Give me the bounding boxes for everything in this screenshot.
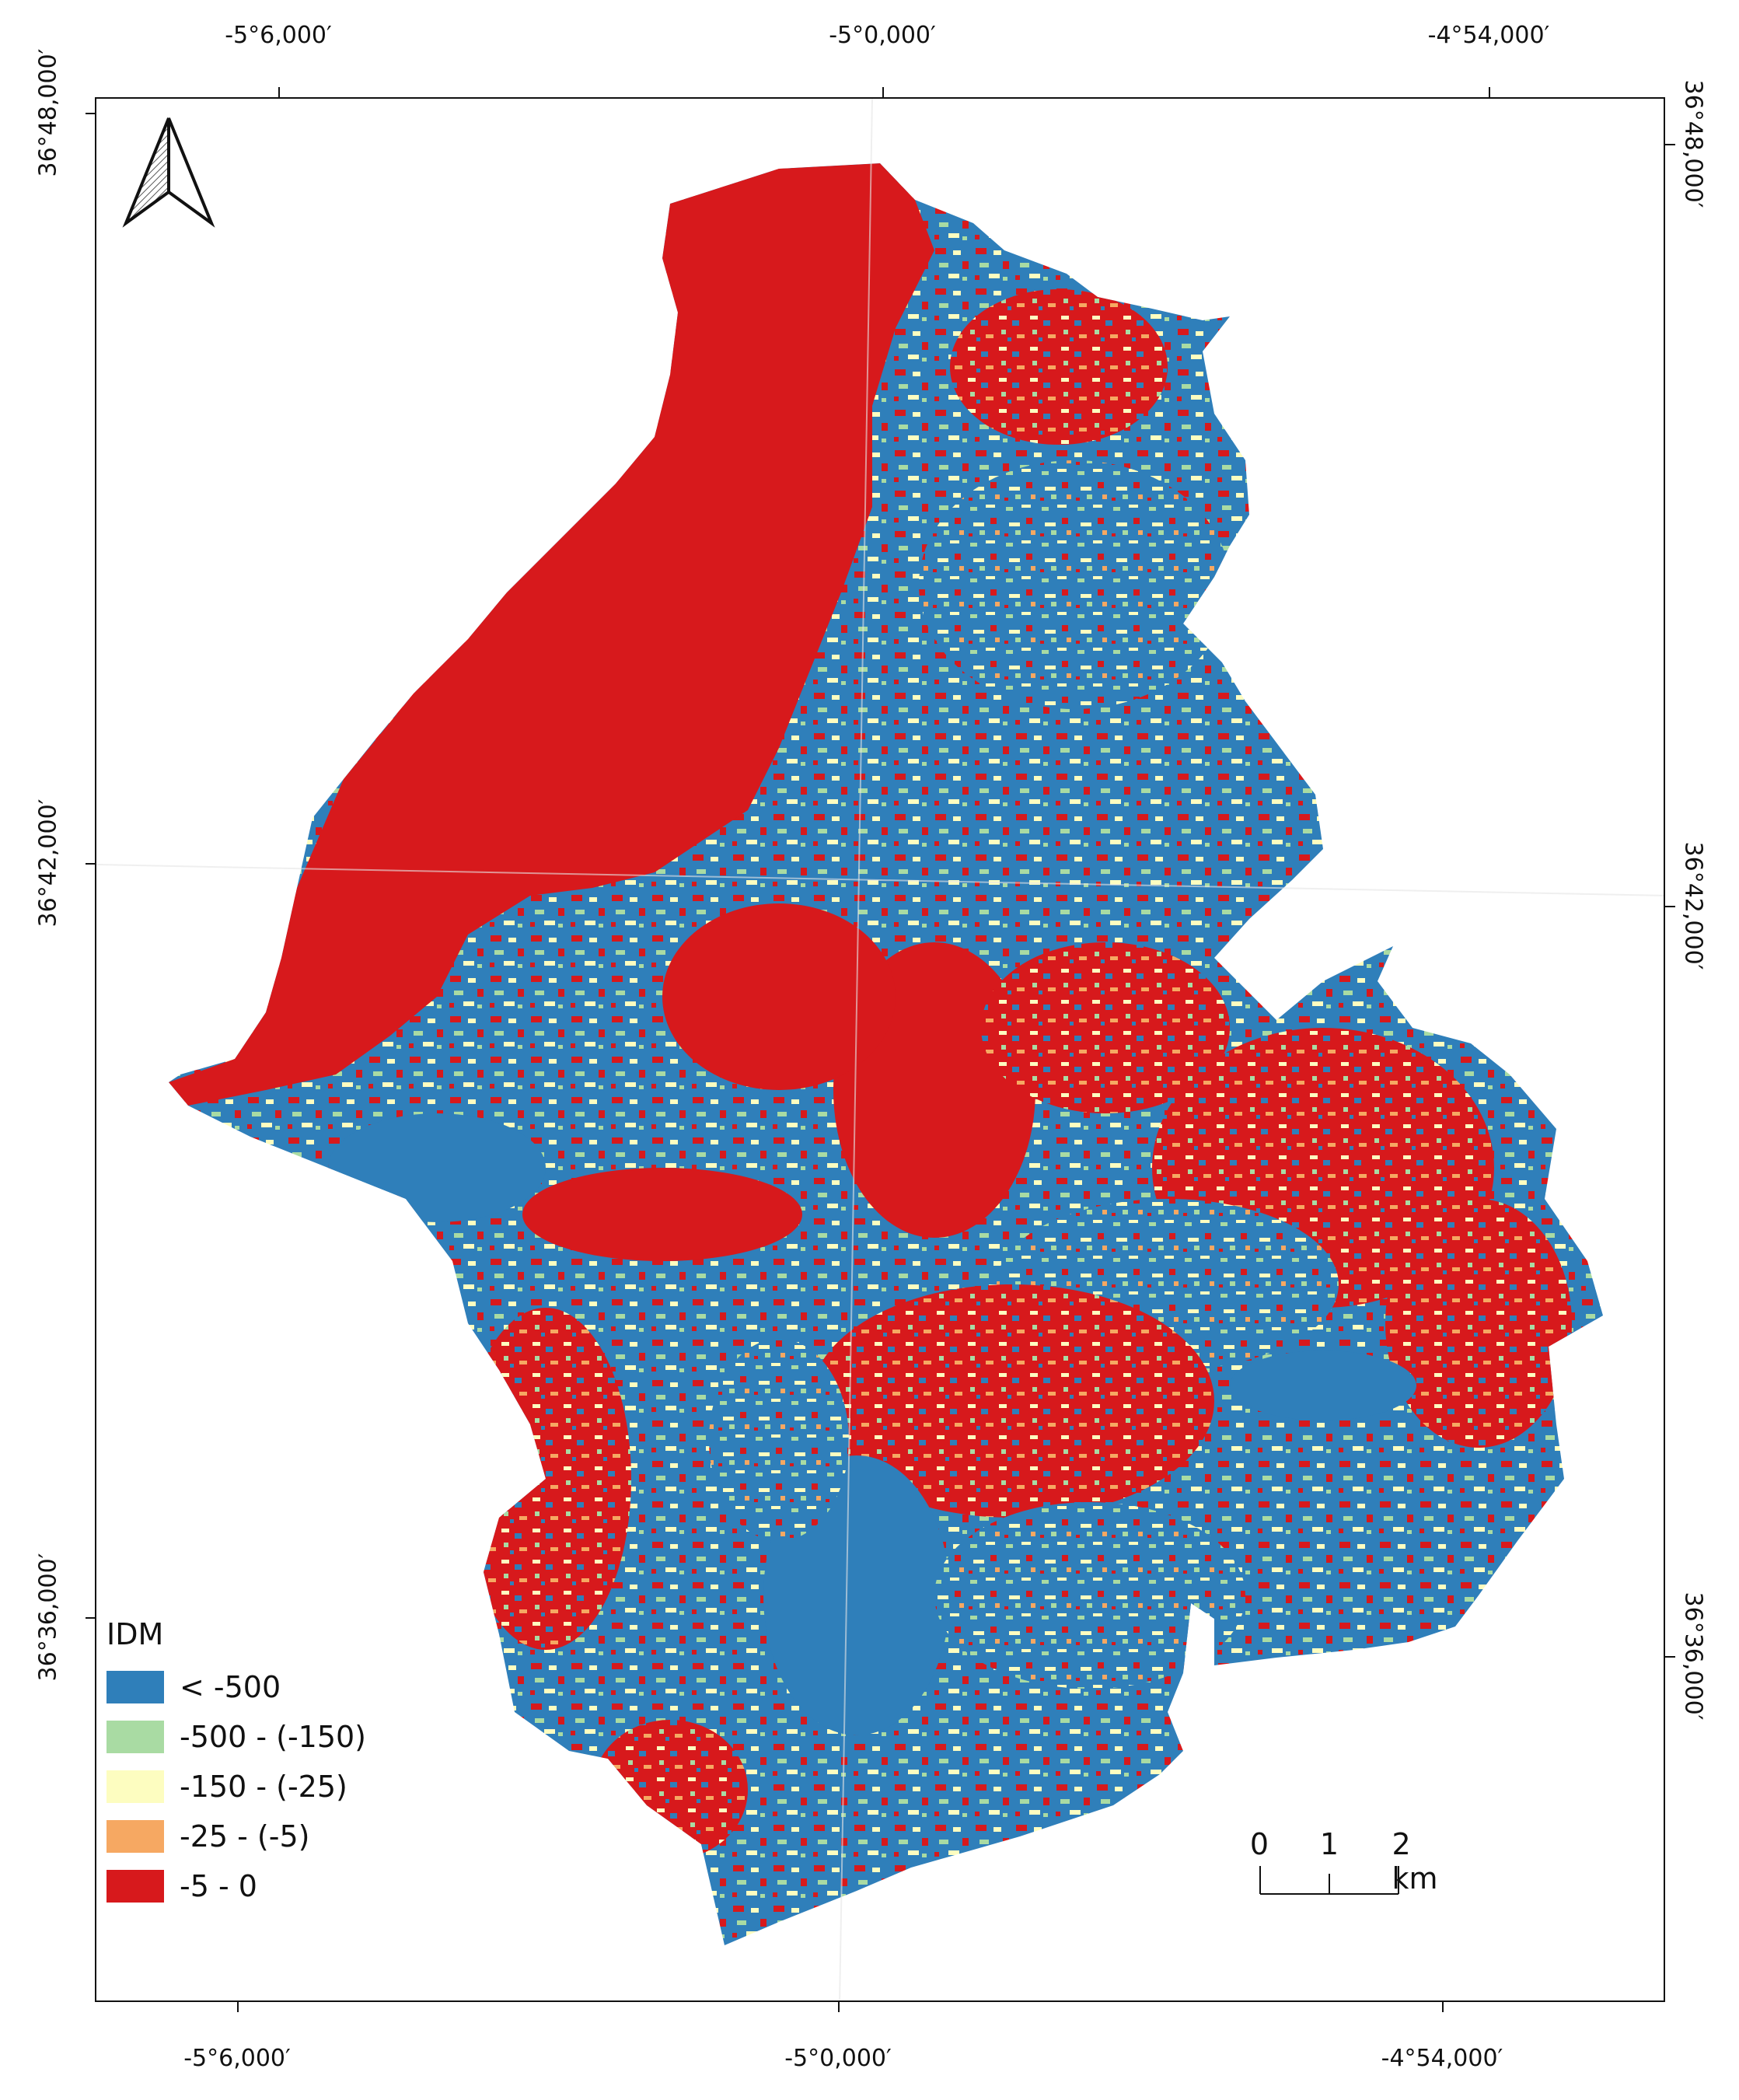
legend-title: IDM (107, 1617, 164, 1651)
scale-label-2: 2 km (1392, 1827, 1438, 1896)
legend: IDM < -500 -500 - (-150) -150 - (-25) -2… (107, 1617, 366, 1911)
bottom-tick-label-2: -5°0,000′ (784, 2045, 892, 2072)
legend-item: < -500 (107, 1662, 366, 1712)
tick-mark (1489, 87, 1490, 97)
tick-mark (838, 2002, 840, 2012)
legend-swatch (107, 1820, 164, 1853)
legend-label: -5 - 0 (180, 1869, 257, 1903)
top-tick-label-1: -5°6,000′ (225, 22, 332, 49)
tick-mark (86, 113, 96, 114)
tick-mark (86, 863, 96, 865)
legend-label: -25 - (-5) (180, 1819, 310, 1854)
top-tick-label-2: -5°0,000′ (829, 22, 936, 49)
right-tick-label-2: 36°42,000′ (1679, 841, 1707, 970)
map-frame (95, 97, 1665, 2002)
north-arrow-icon (122, 117, 215, 228)
tick-mark (882, 87, 884, 97)
tick-mark (1665, 1656, 1675, 1658)
idm-raster-map (96, 99, 1664, 2000)
scale-bar-line (1259, 1866, 1399, 1895)
left-tick-label-1: 36°48,000′ (34, 48, 62, 177)
legend-label: -150 - (-25) (180, 1770, 347, 1804)
left-tick-label-3: 36°36,000′ (34, 1553, 62, 1682)
right-tick-label-3: 36°36,000′ (1679, 1592, 1707, 1721)
scale-label-0: 0 (1249, 1827, 1269, 1861)
bottom-tick-label-3: -4°54,000′ (1381, 2045, 1503, 2072)
tick-mark (237, 2002, 239, 2012)
left-tick-label-2: 36°42,000′ (34, 798, 62, 928)
tick-mark (1442, 2002, 1444, 2012)
legend-swatch (107, 1770, 164, 1803)
scale-bar: 0 1 2 km (1250, 1827, 1438, 1897)
tick-mark (86, 1617, 96, 1619)
legend-label: -500 - (-150) (180, 1720, 367, 1754)
legend-item: -500 - (-150) (107, 1712, 366, 1762)
legend-item: -25 - (-5) (107, 1812, 366, 1861)
right-tick-label-1: 36°48,000′ (1679, 79, 1707, 208)
legend-item: -5 - 0 (107, 1861, 366, 1911)
bottom-tick-label-1: -5°6,000′ (183, 2045, 291, 2072)
legend-item: -150 - (-25) (107, 1762, 366, 1812)
legend-label: < -500 (180, 1670, 281, 1704)
legend-swatch (107, 1671, 164, 1703)
tick-mark (278, 87, 280, 97)
tick-mark (1665, 144, 1675, 145)
tick-mark (1665, 906, 1675, 907)
legend-swatch (107, 1870, 164, 1903)
scale-label-1: 1 (1319, 1827, 1339, 1861)
top-tick-label-3: -4°54,000′ (1427, 22, 1550, 49)
legend-swatch (107, 1721, 164, 1753)
